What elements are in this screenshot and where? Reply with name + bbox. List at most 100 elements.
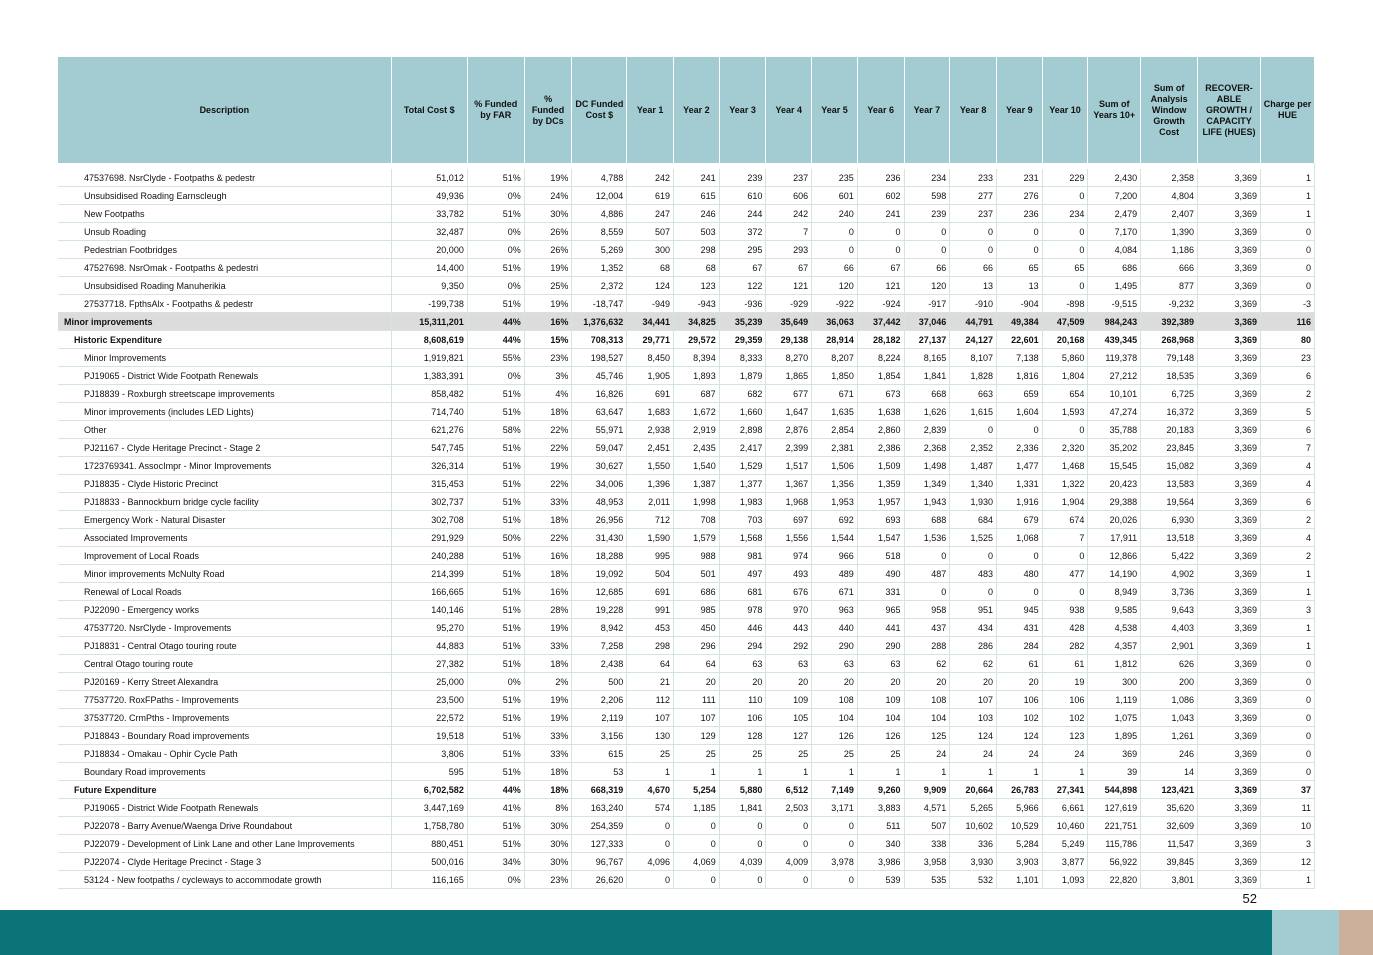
table-cell: 0 [857, 222, 905, 241]
table-cell: 1,816 [996, 366, 1043, 385]
table-cell: 3,369 [1197, 690, 1262, 709]
table-cell: 1,804 [1042, 366, 1089, 385]
table-cell: 1,544 [811, 528, 858, 547]
table-cell: 0 [996, 582, 1043, 601]
table-cell: 20 [996, 672, 1043, 691]
table-cell: 3,369 [1197, 492, 1262, 511]
row-description: Renewal of Local Roads [58, 582, 392, 601]
table-cell: 51% [467, 294, 525, 313]
table-row: PJ18833 - Bannockburn bridge cycle facil… [58, 492, 1315, 511]
table-cell: 3,958 [904, 852, 951, 871]
row-description: PJ22074 - Clyde Heritage Precinct - Stag… [58, 852, 392, 871]
table-cell: 0% [467, 870, 525, 889]
table-cell: 0 [811, 834, 858, 853]
table-cell: 958 [904, 600, 951, 619]
table-cell: 1 [1260, 636, 1315, 655]
table-cell: 119,378 [1087, 348, 1142, 367]
table-cell: 22,572 [391, 708, 468, 727]
table-cell: 3,883 [857, 798, 905, 817]
table-cell: 127,619 [1087, 798, 1142, 817]
table-cell: 95,270 [391, 618, 468, 637]
table-cell: 65 [996, 258, 1043, 277]
table-cell: 68 [626, 258, 674, 277]
column-header: Year 2 [673, 57, 720, 163]
table-cell: 1,647 [765, 402, 813, 421]
table-cell: 198,527 [571, 348, 628, 367]
table-cell: 372 [719, 222, 767, 241]
table-cell: 127,333 [571, 834, 628, 853]
table-cell: 233 [949, 169, 997, 187]
table-cell: 1,068 [996, 528, 1043, 547]
table-cell: 1,186 [1140, 240, 1199, 259]
table-cell: 2,320 [1042, 438, 1089, 457]
table-cell: 0 [1260, 240, 1315, 259]
table-cell: 2,854 [811, 420, 858, 439]
table-cell: 3,877 [1042, 852, 1089, 871]
table-cell: 995 [626, 546, 674, 565]
table-cell: 1 [719, 762, 767, 781]
table-cell: 3,369 [1197, 600, 1262, 619]
table-cell: 241 [673, 169, 720, 187]
table-cell: 1 [857, 762, 905, 781]
table-cell: 2,368 [904, 438, 951, 457]
table-cell: 1 [811, 762, 858, 781]
table-cell: 3,369 [1197, 654, 1262, 673]
table-cell: 677 [765, 384, 813, 403]
table-cell: 22% [524, 420, 573, 439]
table-cell: 66 [949, 258, 997, 277]
table-cell: 51% [467, 384, 525, 403]
table-cell: 598 [904, 186, 951, 205]
table-row: PJ22078 - Barry Avenue/Waenga Drive Roun… [58, 816, 1315, 835]
table-cell: 30% [524, 816, 573, 835]
table-cell: 51% [467, 726, 525, 745]
table-cell: 29,388 [1087, 492, 1142, 511]
table-group-row: Historic Expenditure 8,608,619 44% 15% 708,3… [58, 330, 1315, 349]
table-cell: 666 [1140, 258, 1199, 277]
table-cell: 1,916 [996, 492, 1043, 511]
table-cell: 392,389 [1140, 312, 1199, 331]
table-cell: 221,751 [1087, 816, 1142, 835]
table-cell: 1 [1260, 564, 1315, 583]
table-cell: 11 [1260, 798, 1315, 817]
table-cell: 3,369 [1197, 672, 1262, 691]
table-cell: 2,336 [996, 438, 1043, 457]
table-cell: 3,369 [1197, 744, 1262, 763]
table-cell: 1 [1260, 618, 1315, 637]
table-cell: 3,369 [1197, 582, 1262, 601]
table-cell: 945 [996, 600, 1043, 619]
table-cell: 254,359 [571, 816, 628, 835]
table-cell: 293 [765, 240, 813, 259]
table-cell: 22,820 [1087, 870, 1142, 889]
table-cell: 0% [467, 186, 525, 205]
table-cell: 6 [1260, 492, 1315, 511]
table-cell: 691 [626, 384, 674, 403]
table-cell: 671 [811, 582, 858, 601]
table-cell: 19% [524, 690, 573, 709]
table-cell: 20 [904, 672, 951, 691]
table-cell: -9,515 [1087, 294, 1142, 313]
table-cell: -904 [996, 294, 1043, 313]
table-row: 47537720. NsrClyde - Improvements 95,270 5… [58, 618, 1315, 637]
table-cell: 1,506 [811, 456, 858, 475]
table-cell: 3,369 [1197, 618, 1262, 637]
table-cell: 0% [467, 276, 525, 295]
table-cell: 2,352 [949, 438, 997, 457]
column-header: Sum of Analysis Window Growth Cost [1140, 57, 1199, 163]
table-row: Emergency Work - Natural Disaster 302,708… [58, 510, 1315, 529]
table-cell: 0 [996, 546, 1043, 565]
table-cell: 23 [1260, 348, 1315, 367]
table-cell: 13 [996, 276, 1043, 295]
table-cell: 691 [626, 582, 674, 601]
table-cell: 0 [1042, 582, 1089, 601]
table-cell: 1 [949, 762, 997, 781]
table-cell: 0 [765, 816, 813, 835]
table-cell: 1 [904, 762, 951, 781]
row-description: PJ19065 - District Wide Footpath Renewal… [58, 366, 392, 385]
table-cell: 12 [1260, 852, 1315, 871]
table-cell: 107 [626, 708, 674, 727]
table-cell: 0% [467, 222, 525, 241]
table-cell: 63 [857, 654, 905, 673]
table-cell: 19,518 [391, 726, 468, 745]
table-cell: 5,265 [949, 798, 997, 817]
table-cell: 300 [1087, 672, 1142, 691]
